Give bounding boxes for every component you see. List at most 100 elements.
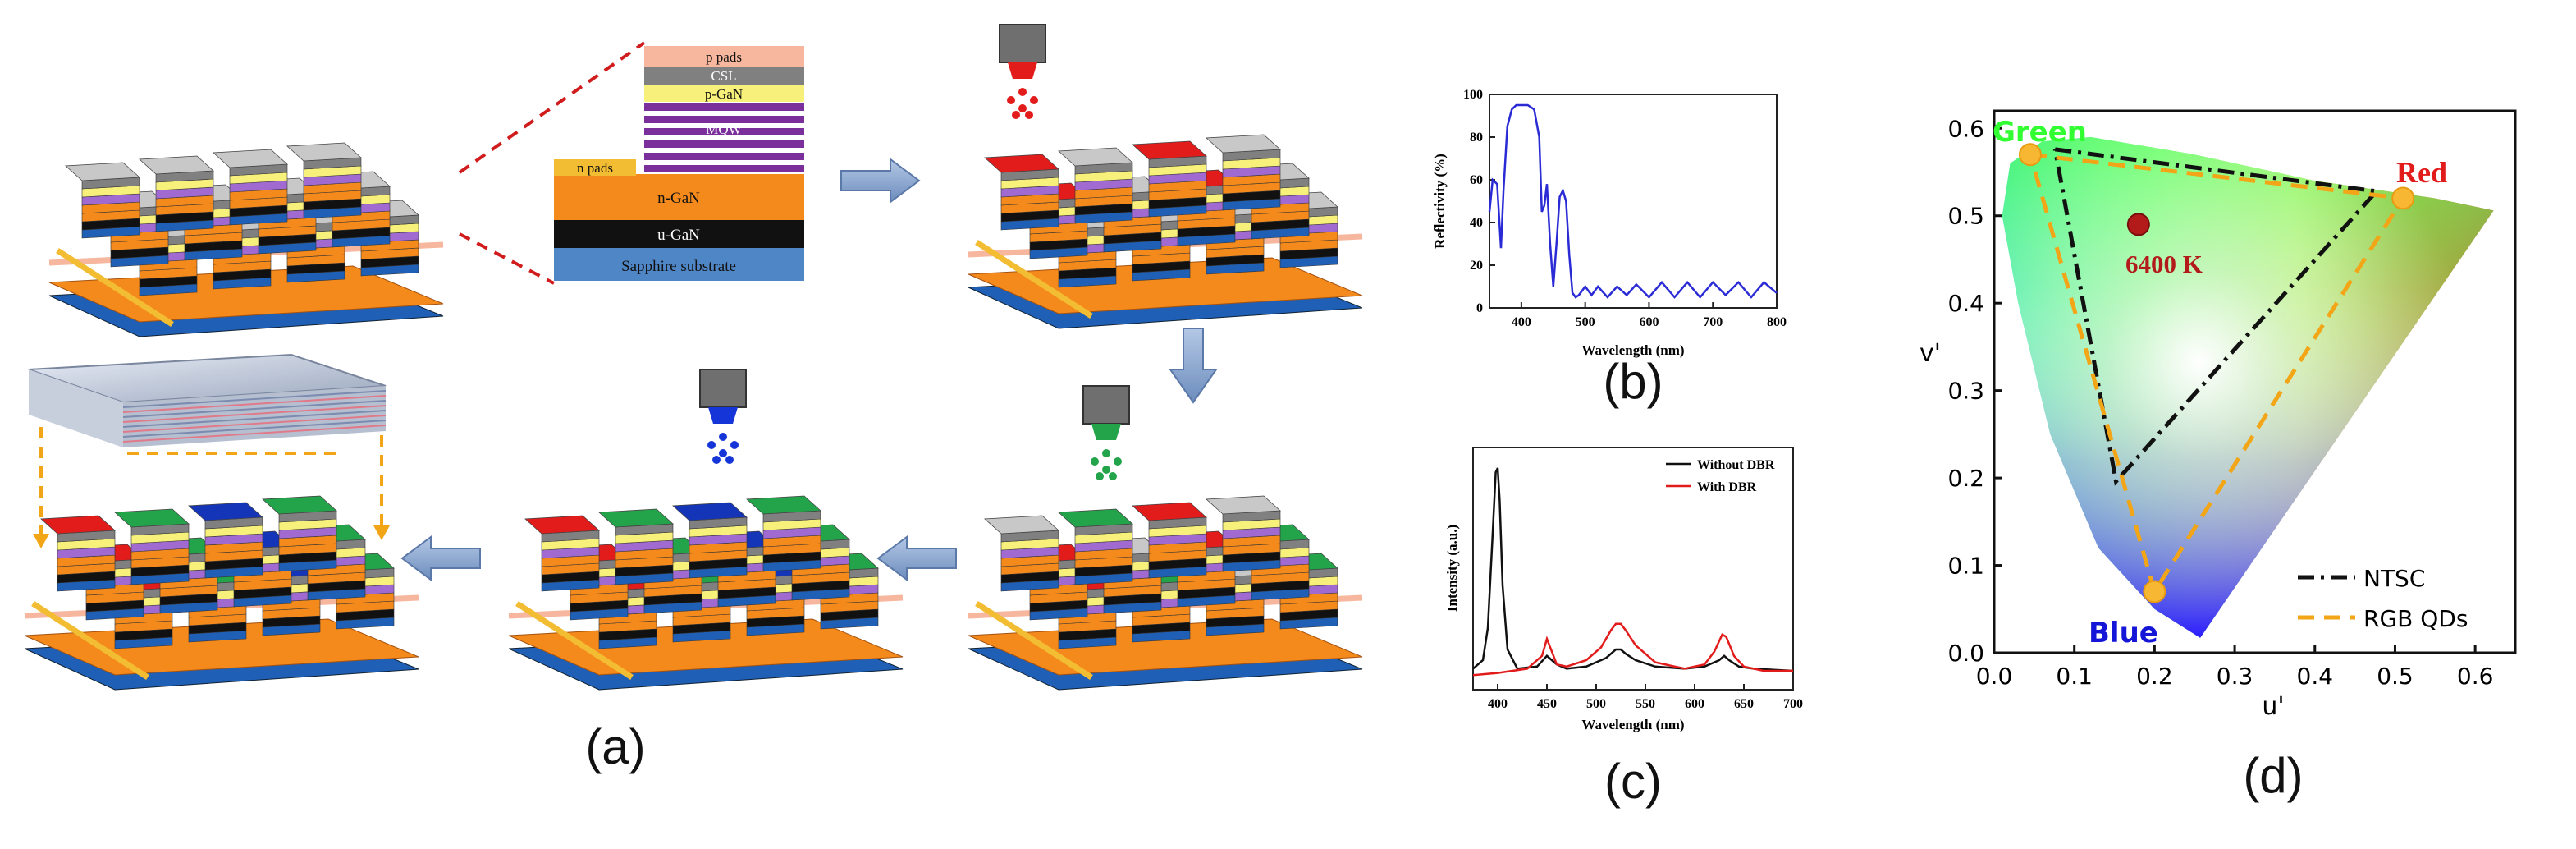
chart-d-ylabel: v' <box>1919 339 1941 368</box>
pixel-top <box>114 508 190 528</box>
legend-without-dbr-label: Without DBR <box>1697 458 1775 472</box>
dbr-stripe <box>122 420 387 438</box>
dbr-stripe <box>122 395 387 413</box>
pixel-top <box>524 515 600 535</box>
droplet <box>1018 104 1027 112</box>
layer-sapphire-substrate <box>554 248 804 281</box>
panel-b-label: (b) <box>1603 354 1663 409</box>
chart-d-xtick-label: 0.2 <box>2136 663 2173 690</box>
chart-c-xtick-label: 500 <box>1586 697 1606 711</box>
chart-d-xtick-label: 0.4 <box>2297 663 2334 690</box>
droplet <box>1109 472 1117 480</box>
legend-rgb-qds-label: RGB QDs <box>2363 605 2468 632</box>
arrow-left-1 <box>876 535 957 581</box>
chart-b-ytick-label: 0 <box>1476 301 1483 315</box>
panel-c-intensity-chart: 400 450 500 550 600 650 700 Without DBR With D… <box>1444 447 1803 809</box>
chart-b-ytick-label: 60 <box>1470 173 1483 187</box>
panel-a-label: (a) <box>585 719 645 774</box>
chart-d-xtick-label: 0.5 <box>2377 663 2414 690</box>
series-dbr-reflectivity-line <box>1488 103 1778 299</box>
droplet <box>730 441 739 449</box>
chart-c-frame <box>1472 447 1794 691</box>
chart-c-ylabel: Intensity (a.u.) <box>1444 525 1460 612</box>
droplet <box>1012 111 1020 119</box>
pixel-top <box>139 155 214 175</box>
droplet <box>1007 96 1015 104</box>
microled-array-step-2 <box>968 134 1363 329</box>
droplet <box>1102 466 1110 474</box>
pixel-top <box>1132 502 1207 521</box>
layer-csl <box>644 67 804 85</box>
droplet <box>712 456 721 464</box>
pixel-top <box>1206 495 1281 515</box>
droplet <box>707 441 716 449</box>
label-blue: Blue <box>2089 617 2158 649</box>
droplet <box>719 449 727 457</box>
mqw-stripe <box>644 116 804 123</box>
chart-c-xtick-label: 600 <box>1685 697 1704 711</box>
n-pad-line <box>56 248 174 327</box>
panel-b-reflectivity-chart: 400 500 600 700 800 0 20 40 60 80 100 Wavelength (… <box>1432 88 1787 409</box>
label-sapphire-substrate: Sapphire substrate <box>621 258 736 275</box>
dbr-cover-plate <box>28 353 390 548</box>
pixel-top <box>1058 508 1133 528</box>
panel-d-cie-diagram: 0.0 0.1 0.2 0.3 0.4 0.5 0.6 0.0 0.1 0.2 0.3 0.4 0.5 0… <box>1919 109 2517 803</box>
led-layer-stack: p pads CSL p-GaN MQW n pads n-GaN u-GaN … <box>458 41 804 285</box>
legend-ntsc-label: NTSC <box>2363 565 2425 592</box>
mqw-stripe <box>644 153 804 160</box>
pixel-top <box>65 162 140 181</box>
droplet <box>725 456 734 464</box>
mqw-stripe <box>644 165 804 172</box>
nozzle-tip <box>1008 62 1037 79</box>
pixel-top <box>262 495 337 515</box>
label-n-gan: n-GaN <box>657 190 700 207</box>
chart-b-ytick-label: 20 <box>1470 259 1483 273</box>
chart-b-xtick-label: 400 <box>1512 315 1531 329</box>
chart-b-ylabel: Reflectivity (%) <box>1432 154 1448 249</box>
pixel-top <box>213 149 288 168</box>
droplet <box>1102 449 1110 457</box>
chart-d-legend: NTSC RGB QDs <box>2298 565 2468 632</box>
dbr-stripe <box>122 410 387 428</box>
droplet <box>1030 96 1038 104</box>
white-point-6400k <box>2126 213 2150 236</box>
chart-d-ytick-label: 0.2 <box>1947 465 1984 492</box>
dbr-stripe <box>122 424 387 443</box>
dbr-stripe <box>122 400 387 418</box>
chart-b-xtick-label: 600 <box>1639 315 1659 329</box>
microled-array-step-5 <box>24 495 419 691</box>
pixel-top <box>984 515 1059 535</box>
chart-c-xtick-label: 550 <box>1636 697 1655 711</box>
chart-c-legend: Without DBR With DBR <box>1666 458 1775 494</box>
mqw-stripe <box>644 103 804 111</box>
pixel-top <box>1132 140 1207 160</box>
arrow-down <box>1169 328 1218 404</box>
chart-c-xtick-label: 400 <box>1488 697 1508 711</box>
label-green: Green <box>1993 116 2087 149</box>
panel-d-label: (d) <box>2243 748 2303 803</box>
rgb-qd-point <box>2018 143 2042 167</box>
chart-b-xtick-label: 800 <box>1767 315 1787 329</box>
layer-u-gan <box>554 220 804 248</box>
chart-c-xlabel: Wavelength (nm) <box>1581 717 1684 732</box>
droplet <box>1018 88 1027 96</box>
label-6400k: 6400 K <box>2125 250 2203 278</box>
pixel-top <box>286 142 362 162</box>
nozzle-body <box>699 369 747 408</box>
chart-b-frame <box>1489 94 1778 309</box>
chart-d-ytick-label: 0.4 <box>1947 290 1984 317</box>
dbr-stripe <box>122 415 387 433</box>
nozzle-body <box>999 24 1046 63</box>
chart-b-ytick-label: 100 <box>1463 88 1483 102</box>
process-arrows <box>400 158 1218 581</box>
pixel-top <box>1206 134 1281 154</box>
chart-b-ytick-label: 40 <box>1470 216 1483 230</box>
rgb-qd-point <box>2391 186 2415 210</box>
dbr-stripe <box>122 405 387 423</box>
pixel-top <box>746 495 821 515</box>
legend-with-dbr-label: With DBR <box>1697 480 1757 494</box>
label-p-pads: p pads <box>706 49 742 65</box>
arrow-left-2 <box>400 535 481 581</box>
series-with-dbr-line <box>1472 622 1793 677</box>
